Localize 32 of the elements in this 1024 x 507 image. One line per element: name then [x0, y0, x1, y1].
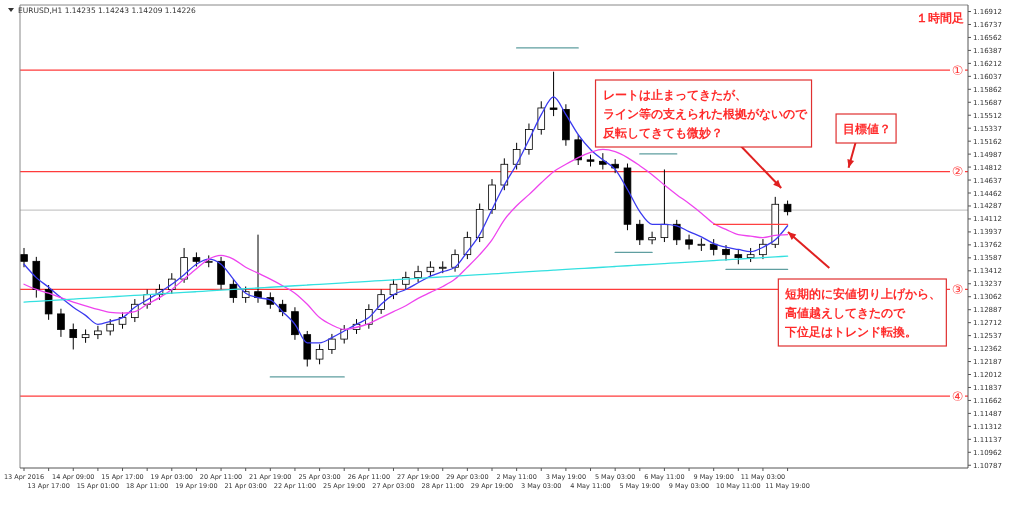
- candlestick: [180, 247, 188, 284]
- candlestick: [500, 157, 509, 191]
- candlestick: [229, 278, 238, 304]
- ref-line-label: ③: [951, 281, 964, 297]
- candlestick: [291, 306, 299, 341]
- candlestick: [69, 323, 78, 350]
- candlestick: [328, 333, 336, 355]
- candlestick: [636, 219, 644, 246]
- ref-line-label: ④: [951, 388, 964, 404]
- ref-line-label: ②: [951, 164, 964, 180]
- annotation: 短期的に安値切り上げから、高値越えしてきたので下位足はトレンド転換。: [784, 287, 942, 339]
- candlestick: [451, 248, 459, 273]
- candlestick: [20, 247, 28, 268]
- candlestick: [648, 231, 656, 245]
- candlestick: [574, 134, 582, 166]
- candlestick: [414, 265, 422, 283]
- candlestick: [660, 168, 669, 243]
- candlestick: [254, 234, 262, 304]
- candlestick: [685, 234, 693, 250]
- candlestick: [672, 219, 681, 246]
- candlestick: [463, 231, 472, 260]
- candlestick: [217, 256, 225, 290]
- text: １時間足: [916, 11, 964, 25]
- candlestick: [549, 71, 558, 117]
- candlestick: [512, 142, 521, 170]
- candlestick: [57, 308, 65, 338]
- annotation: 目標値？: [843, 122, 892, 136]
- ref-line-label: ①: [951, 62, 964, 78]
- annotation: レートは止まってきたが、ライン等の支えられた根拠がないので反転してきても微妙？: [601, 88, 808, 140]
- candlestick: [315, 343, 324, 365]
- candlestick: [94, 325, 102, 340]
- candlestick: [389, 278, 398, 300]
